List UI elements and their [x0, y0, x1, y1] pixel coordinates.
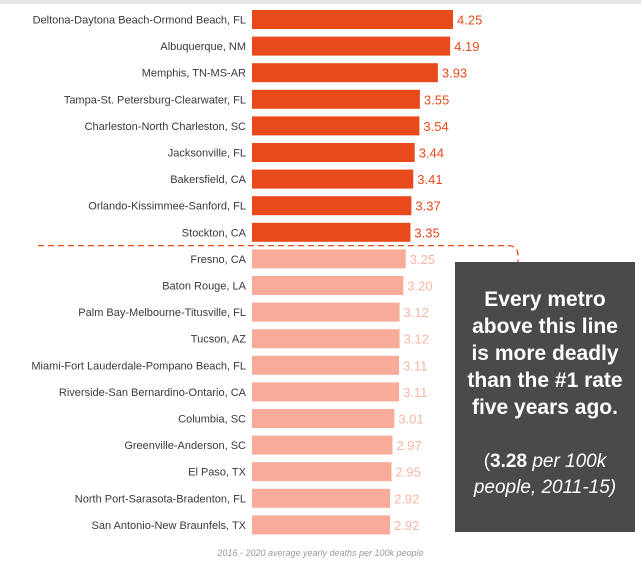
annotation-sub-text: (3.28 per 100k people, 2011-15) [465, 449, 625, 501]
bar [252, 302, 400, 322]
value-label: 3.44 [419, 146, 444, 161]
bar [252, 355, 400, 375]
value-label: 3.12 [404, 332, 429, 347]
value-label: 4.19 [454, 39, 479, 54]
annotation-callout: Every metro above this line is more dead… [455, 262, 635, 532]
bar [252, 169, 414, 189]
value-label: 2.92 [394, 491, 419, 506]
value-label: 3.11 [403, 385, 427, 400]
category-label: Columbia, SC [178, 414, 246, 426]
category-label: Memphis, TN-MS-AR [142, 68, 246, 80]
category-label: Albuquerque, NM [160, 41, 246, 53]
bar [252, 382, 400, 402]
value-label: 3.12 [404, 305, 429, 320]
bar [252, 329, 400, 349]
value-label: 3.55 [424, 92, 449, 107]
category-label: Fresno, CA [190, 254, 246, 266]
category-label: Orlando-Kissimmee-Sanford, FL [88, 201, 246, 213]
value-label: 2.97 [396, 438, 421, 453]
bar [252, 63, 438, 83]
value-label: 2.92 [394, 518, 419, 533]
category-label: El Paso, TX [188, 467, 247, 479]
category-label: Deltona-Daytona Beach-Ormond Beach, FL [33, 15, 246, 27]
category-label: Jacksonville, FL [168, 148, 246, 160]
annotation-paren: ( [483, 451, 491, 472]
bar [252, 488, 391, 508]
value-label: 3.25 [410, 252, 435, 267]
category-label: San Antonio-New Braunfels, TX [92, 520, 247, 532]
bar [252, 10, 453, 29]
value-label: 3.54 [423, 119, 448, 134]
value-label: 3.41 [417, 172, 442, 187]
annotation-rate-unit: per 100k people, 2011-15) [473, 451, 617, 498]
category-label: North Port-Sarasota-Bradenton, FL [75, 493, 246, 505]
bar [252, 89, 420, 109]
value-label: 3.01 [398, 412, 423, 427]
value-label: 3.20 [407, 279, 432, 294]
category-label: Baton Rouge, LA [162, 281, 246, 293]
category-label: Charleston-North Charleston, SC [85, 121, 246, 133]
bar [252, 409, 395, 428]
category-label: Riverside-San Bernardino-Ontario, CA [59, 387, 247, 399]
value-label: 2.95 [396, 465, 421, 480]
bar [252, 196, 412, 216]
bar [252, 222, 411, 242]
value-label: 3.93 [442, 66, 467, 81]
value-label: 3.11 [403, 358, 427, 373]
x-axis-label: 2016 - 2020 average yearly deaths per 10… [217, 548, 424, 558]
bar [252, 249, 406, 269]
bar [252, 462, 392, 482]
value-label: 3.35 [414, 225, 439, 240]
annotation-main-text: Every metro above this line is more dead… [467, 288, 623, 419]
category-label: Stockton, CA [182, 227, 247, 239]
category-label: Tampa-St. Petersburg-Clearwater, FL [64, 94, 246, 106]
bar [252, 276, 404, 295]
category-label: Palm Bay-Melbourne-Titusville, FL [78, 307, 246, 319]
annotation-rate-value: 3.28 [490, 451, 528, 472]
bar [252, 143, 415, 162]
bar [252, 435, 393, 455]
bar [252, 515, 391, 535]
top-divider [0, 0, 641, 4]
category-label: Greenville-Anderson, SC [124, 440, 246, 452]
bar [252, 116, 420, 136]
category-label: Miami-Fort Lauderdale-Pompano Beach, FL [31, 360, 246, 372]
value-label: 3.37 [415, 199, 440, 214]
value-label: 4.25 [457, 13, 482, 28]
category-label: Bakersfield, CA [170, 174, 246, 186]
bar [252, 36, 451, 56]
threshold-line [38, 244, 519, 262]
category-label: Tucson, AZ [191, 334, 247, 346]
